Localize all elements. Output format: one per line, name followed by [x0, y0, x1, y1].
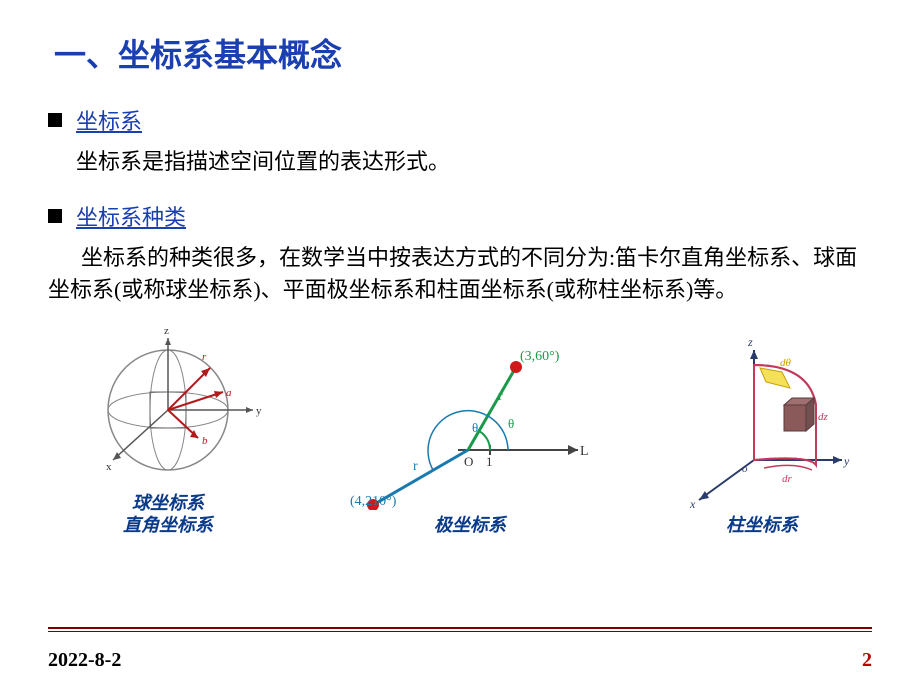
spherical-svg: y z x r a b	[58, 328, 278, 488]
axis-x-label: x	[106, 461, 112, 473]
r-label: r	[202, 351, 207, 363]
spherical-caption: 球坐标系 直角坐标系	[123, 492, 213, 537]
footer-divider	[48, 627, 872, 632]
cy-x: x	[689, 497, 696, 510]
axis-z-label: z	[164, 328, 169, 337]
polar-caption: 极坐标系	[434, 514, 506, 537]
footer: 2022-8-2 2	[48, 649, 872, 672]
O-label: O	[464, 454, 473, 469]
caption-line2: 直角坐标系	[123, 515, 213, 535]
page-title: 一、坐标系基本概念	[54, 30, 872, 76]
bullet-icon	[48, 113, 62, 127]
r2-label: r	[413, 459, 418, 474]
cy-o: o	[742, 463, 748, 475]
axis-y-label: y	[256, 405, 262, 417]
one-label: 1	[486, 454, 493, 469]
cy-dz: dz	[818, 411, 829, 423]
cy-z: z	[747, 340, 753, 349]
p1-label: (3,60°)	[520, 349, 560, 364]
title-text: 一、坐标系基本概念	[54, 37, 342, 73]
cy-y: y	[843, 454, 850, 468]
footer-page: 2	[862, 649, 872, 672]
b-label: b	[202, 435, 208, 447]
section-1-label: 坐标系	[76, 104, 142, 136]
section-1-body: 坐标系是指描述空间位置的表达形式。	[76, 146, 872, 178]
L-label: L	[580, 444, 589, 459]
section-2-body: 坐标系的种类很多，在数学当中按表达方式的不同分为:笛卡尔直角坐标系、球面坐标系(…	[48, 242, 872, 306]
section-2-header: 坐标系种类	[48, 200, 872, 232]
caption-line1: 球坐标系	[132, 493, 204, 513]
cy-dr: dr	[782, 473, 793, 485]
diagram-spherical: y z x r a b 球坐标系 直角坐标系	[58, 328, 278, 537]
diagram-cylindrical: y z x o dθ dz dr 柱坐标系	[662, 340, 862, 537]
diagrams-row: y z x r a b 球坐标系 直角坐标系	[48, 328, 872, 537]
section-1-header: 坐标系	[48, 104, 872, 136]
cy-dtheta: dθ	[780, 357, 792, 369]
cylindrical-caption: 柱坐标系	[726, 514, 798, 537]
theta1-label: θ	[472, 420, 478, 435]
r1-label: r	[498, 389, 503, 404]
section-2-label: 坐标系种类	[76, 200, 186, 232]
theta2-label: θ	[508, 416, 514, 431]
p2-label: (4,210°)	[350, 494, 397, 509]
polar-svg: (3,60°) (4,210°) O 1 L θ θ r r	[340, 340, 600, 510]
footer-date: 2022-8-2	[48, 649, 121, 672]
a-label: a	[226, 387, 232, 399]
bullet-icon	[48, 209, 62, 223]
cylindrical-svg: y z x o dθ dz dr	[662, 340, 862, 510]
diagram-polar: (3,60°) (4,210°) O 1 L θ θ r r 极坐标系	[340, 340, 600, 537]
